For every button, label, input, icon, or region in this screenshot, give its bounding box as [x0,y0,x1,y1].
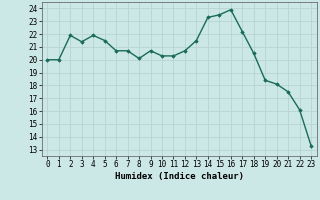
X-axis label: Humidex (Indice chaleur): Humidex (Indice chaleur) [115,172,244,181]
